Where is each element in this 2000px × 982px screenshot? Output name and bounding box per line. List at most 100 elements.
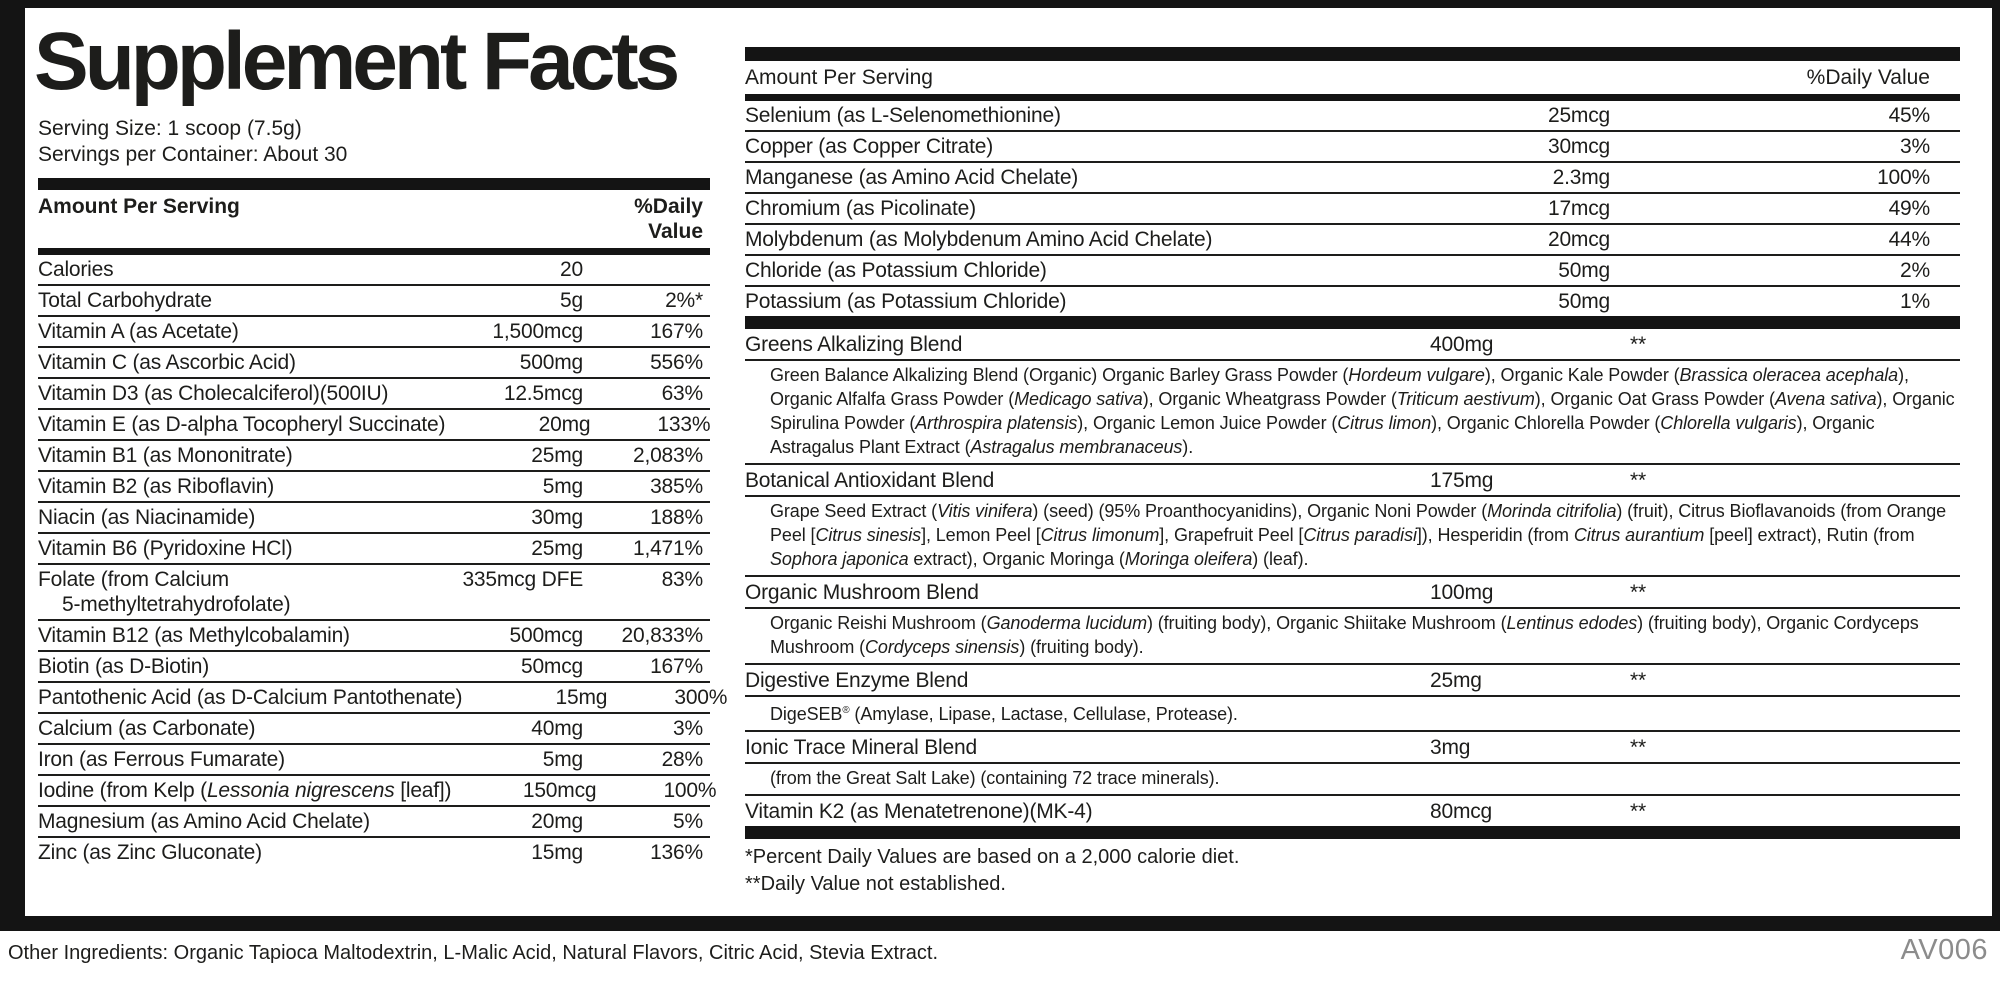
blend-ingredients: Grape Seed Extract (Vitis vinifera) (see…	[745, 495, 1960, 575]
nutrient-row: Total Carbohydrate 5g 2%*	[38, 284, 710, 315]
blend-amount: 25mg	[1430, 669, 1482, 692]
nutrient-amount: 30mcg	[1547, 135, 1610, 158]
nutrient-daily-value: 167%	[650, 655, 703, 678]
proprietary-blends: Greens Alkalizing Blend 400mg ** Green Bala…	[745, 329, 1960, 826]
nutrient-daily-value: 1%	[1900, 290, 1930, 313]
nutrient-daily-value: 20,833%	[621, 624, 703, 647]
nutrient-row: Vitamin C (as Ascorbic Acid) 500mg 556%	[38, 346, 710, 377]
nutrient-name: Magnesium (as Amino Acid Chelate)	[38, 810, 370, 833]
nutrient-row: Niacin (as Niacinamide) 30mg 188%	[38, 501, 710, 532]
nutrient-row: Zinc (as Zinc Gluconate) 15mg 136%	[38, 836, 710, 867]
nutrient-amount: 5g	[560, 289, 583, 312]
nutrient-row: Magnesium (as Amino Acid Chelate) 20mg 5%	[38, 805, 710, 836]
nutrient-name: Molybdenum (as Molybdenum Amino Acid Che…	[745, 228, 1213, 251]
nutrient-row: Calories 20	[38, 255, 710, 284]
blend-row: Botanical Antioxidant Blend 175mg **	[745, 463, 1960, 495]
nutrient-amount: 500mg	[519, 351, 583, 374]
nutrient-daily-value: 100%	[663, 779, 717, 802]
nutrient-row: Iodine (from Kelp (Lessonia nigrescens […	[38, 774, 717, 805]
nutrient-daily-value	[583, 257, 710, 282]
nutrient-row: Pantothenic Acid (as D-Calcium Pantothen…	[38, 681, 727, 712]
nutrient-row: Vitamin B1 (as Mononitrate) 25mg 2,083%	[38, 439, 710, 470]
label-code: AV006	[1900, 934, 1988, 966]
nutrient-row: Vitamin B6 (Pyridoxine HCl) 25mg 1,471%	[38, 532, 710, 563]
nutrient-amount: 5mg	[542, 475, 583, 498]
nutrient-name: Niacin (as Niacinamide)	[38, 506, 256, 529]
nutrient-amount: 12.5mcg	[503, 382, 583, 405]
nutrient-amount: 15mg	[555, 686, 608, 709]
servings-per-container: Servings per Container: About 30	[38, 143, 348, 166]
nutrient-name: Vitamin B1 (as Mononitrate)	[38, 444, 293, 467]
nutrient-row: Iron (as Ferrous Fumarate) 5mg 28%	[38, 743, 710, 774]
nutrient-name: Iron (as Ferrous Fumarate)	[38, 748, 285, 771]
section-divider-bar	[745, 316, 1960, 329]
nutrient-row: Vitamin B2 (as Riboflavin) 5mg 385%	[38, 470, 710, 501]
nutrient-amount: 20mcg	[1547, 228, 1610, 251]
blend-amount: 100mg	[1430, 581, 1494, 604]
nutrient-row: Manganese (as Amino Acid Chelate) 2.3mg 10…	[745, 161, 1960, 192]
blend-name: Digestive Enzyme Blend	[745, 669, 969, 692]
nutrient-amount: 17mcg	[1547, 197, 1610, 220]
serving-size: Serving Size: 1 scoop (7.5g)	[38, 117, 302, 140]
blend-row: Ionic Trace Mineral Blend 3mg **	[745, 730, 1960, 762]
nutrient-name: Biotin (as D-Biotin)	[38, 655, 210, 678]
blend-daily-value: **	[1630, 469, 1646, 492]
left-panel: Supplement Facts Serving Size: 1 scoop (…	[34, 8, 727, 867]
nutrient-row: Vitamin E (as D-alpha Tocopheryl Succina…	[38, 408, 711, 439]
nutrient-amount: 2.3mg	[1552, 166, 1611, 189]
nutrient-name: Calories	[38, 258, 114, 281]
blend-daily-value: **	[1630, 736, 1646, 759]
nutrient-row: Selenium (as L-Selenomethionine) 25mcg 45%	[745, 101, 1960, 130]
nutrient-row: Copper (as Copper Citrate) 30mcg 3%	[745, 130, 1960, 161]
blend-daily-value: **	[1630, 333, 1646, 356]
nutrient-name: Chromium (as Picolinate)	[745, 197, 976, 220]
footnote-not-established: **Daily Value not established.	[745, 873, 1006, 895]
footnotes: *Percent Daily Values are based on a 2,0…	[745, 844, 1960, 898]
bottom-divider-bar	[0, 916, 2000, 931]
nutrient-name: Zinc (as Zinc Gluconate)	[38, 841, 262, 864]
nutrient-row: Calcium (as Carbonate) 40mg 3%	[38, 712, 710, 743]
blend-row: Digestive Enzyme Blend 25mg **	[745, 663, 1960, 695]
nutrient-row: Vitamin D3 (as Cholecalciferol)(500IU) 12…	[38, 377, 710, 408]
blend-name: Vitamin K2 (as Menatetrenone)(MK-4)	[745, 800, 1093, 823]
right-panel: Amount Per Serving %Daily Value Selenium…	[745, 47, 1960, 898]
nutrient-daily-value: 300%	[674, 686, 728, 709]
section-divider-bar	[38, 178, 710, 190]
blend-name: Botanical Antioxidant Blend	[745, 469, 995, 492]
blend-amount: 175mg	[1430, 469, 1494, 492]
nutrient-name: Total Carbohydrate	[38, 289, 212, 312]
blend-ingredients: Organic Reishi Mushroom (Ganoderma lucid…	[745, 607, 1960, 663]
blend-row: Greens Alkalizing Blend 400mg **	[745, 329, 1960, 359]
nutrient-row: Vitamin B12 (as Methylcobalamin) 500mcg 20…	[38, 619, 710, 650]
blend-amount: 400mg	[1430, 333, 1494, 356]
nutrient-daily-value: 3%	[673, 717, 703, 740]
nutrient-name: Vitamin A (as Acetate)	[38, 320, 239, 343]
nutrient-name: Selenium (as L-Selenomethionine)	[745, 104, 1061, 127]
nutrient-daily-value: 385%	[650, 475, 703, 498]
blend-name: Organic Mushroom Blend	[745, 581, 979, 604]
nutrient-daily-value: 1,471%	[632, 537, 703, 560]
nutrient-daily-value: 44%	[1888, 228, 1931, 251]
header-divider-bar	[745, 94, 1960, 101]
nutrient-daily-value: 28%	[661, 748, 704, 771]
nutrient-daily-value: 2%	[1900, 259, 1930, 282]
blend-daily-value: **	[1630, 800, 1646, 823]
nutrient-name: Iodine (from Kelp (Lessonia nigrescens […	[38, 779, 452, 802]
nutrient-amount: 20mg	[531, 810, 583, 833]
blend-amount: 3mg	[1430, 736, 1471, 759]
blend-name: Greens Alkalizing Blend	[745, 333, 963, 356]
left-nutrient-table: Calories 20 Total Carbohydrate 5g 2%* Vitamin…	[38, 255, 727, 867]
blend-row: Organic Mushroom Blend 100mg **	[745, 575, 1960, 607]
nutrient-row: Folate (from Calcium 5-methyltetrahydrofo…	[38, 563, 710, 619]
header-divider-bar	[38, 248, 710, 255]
right-nutrient-table: Selenium (as L-Selenomethionine) 25mcg 45%…	[745, 101, 1960, 316]
blend-ingredients: Green Balance Alkalizing Blend (Organic)…	[745, 359, 1960, 463]
page-title: Supplement Facts	[34, 16, 680, 107]
nutrient-amount: 50mg	[1558, 290, 1610, 313]
nutrient-amount: 20	[560, 258, 583, 281]
nutrient-name: Calcium (as Carbonate)	[38, 717, 256, 740]
amount-per-serving-header: Amount Per Serving	[38, 195, 240, 218]
nutrient-amount: 15mg	[531, 841, 583, 864]
left-table-header: Amount Per Serving %Daily Value	[38, 190, 710, 248]
nutrient-daily-value: 3%	[1900, 135, 1930, 158]
